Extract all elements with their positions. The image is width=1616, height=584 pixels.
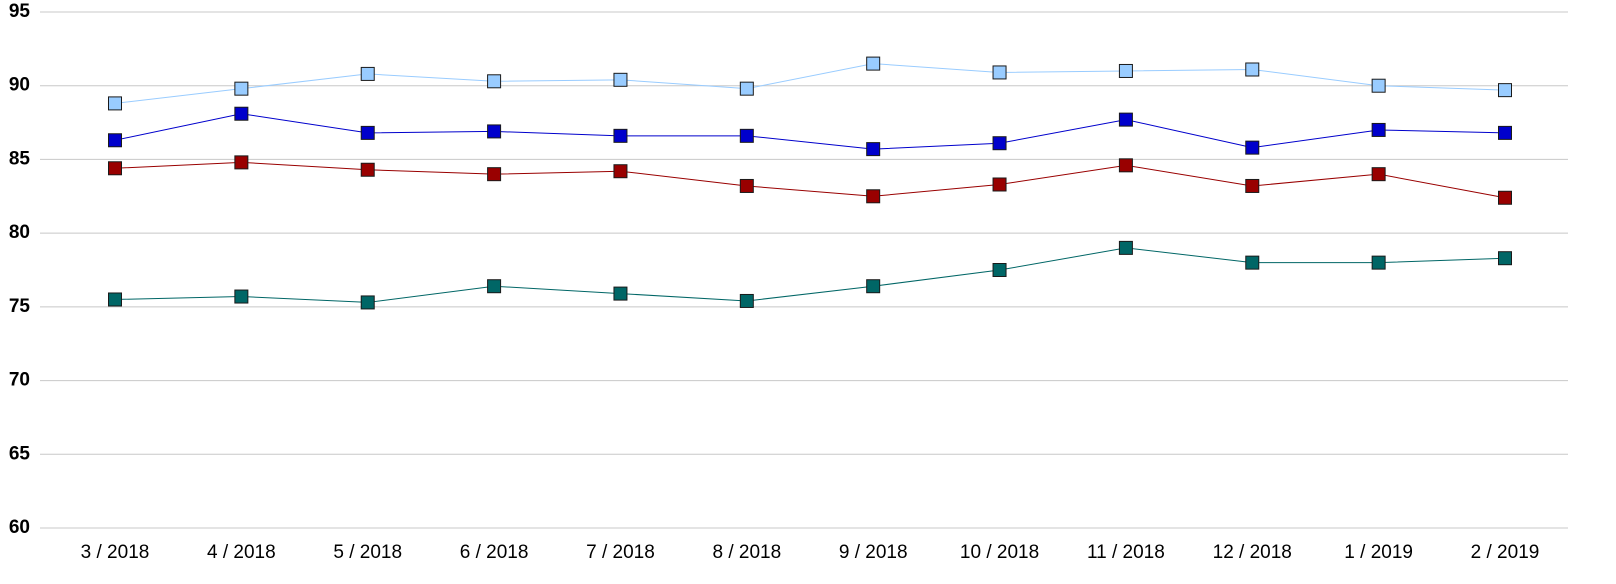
marker [108,292,122,307]
y-tick-label: 70 [9,370,30,391]
x-tick-label: 5 / 2018 [333,542,402,563]
marker [360,295,375,310]
marker [1498,251,1512,266]
marker [992,136,1007,151]
marker [992,263,1007,277]
marker [234,155,249,170]
x-tick-label: 2 / 2019 [1471,542,1540,563]
marker [866,189,881,204]
x-tick-label: 10 / 2018 [960,542,1039,563]
marker [487,279,502,294]
marker [360,125,375,140]
marker [613,72,628,87]
marker [1118,158,1133,173]
marker [866,56,881,71]
marker [739,128,754,143]
y-tick-label: 75 [9,296,31,317]
x-tick-label: 12 / 2018 [1213,542,1292,563]
marker [613,164,628,179]
marker [1245,178,1260,193]
marker [234,81,249,96]
marker [866,279,881,294]
marker [360,66,375,81]
marker [360,162,375,177]
marker [1498,190,1512,205]
series-line [114,113,1506,150]
x-tick-label: 3 / 2018 [81,542,150,563]
marker [487,124,502,139]
x-tick-label: 7 / 2018 [586,542,655,563]
marker [992,65,1007,80]
marker [739,293,754,308]
marker [487,74,502,89]
y-tick-label: 90 [9,75,30,96]
marker [866,142,881,157]
marker [1371,255,1386,270]
marker [1245,62,1260,77]
y-tick-label: 80 [9,222,30,243]
y-tick-label: 60 [9,517,30,538]
x-tick-label: 4 / 2018 [207,542,276,563]
marker [613,286,628,301]
y-tick-label: 85 [9,148,31,169]
marker [108,96,122,111]
x-tick-label: 6 / 2018 [460,542,529,563]
y-tick-label: 65 [9,443,31,464]
marker [1245,255,1260,270]
marker [1118,112,1133,127]
marker [108,161,122,176]
x-tick-label: 9 / 2018 [839,542,908,563]
x-tick-label: 8 / 2018 [712,542,781,563]
series-line [114,247,1506,303]
marker [1371,167,1386,182]
marker [1371,78,1386,93]
marker [108,133,122,148]
x-tick-label: 1 / 2019 [1344,542,1413,563]
y-tick-label: 95 [9,1,31,22]
marker [1498,125,1512,140]
marker [992,177,1007,192]
x-tick-label: 11 / 2018 [1087,542,1165,563]
marker [234,106,249,121]
marker [1371,122,1386,137]
marker [739,178,754,193]
series-line [114,161,1506,199]
marker [487,167,502,182]
marker [613,128,628,143]
marker [1498,83,1512,98]
marker [1118,240,1133,255]
series-line [114,63,1506,104]
marker [739,81,754,96]
marker [1118,63,1133,78]
marker [1245,140,1260,155]
marker [234,289,249,304]
